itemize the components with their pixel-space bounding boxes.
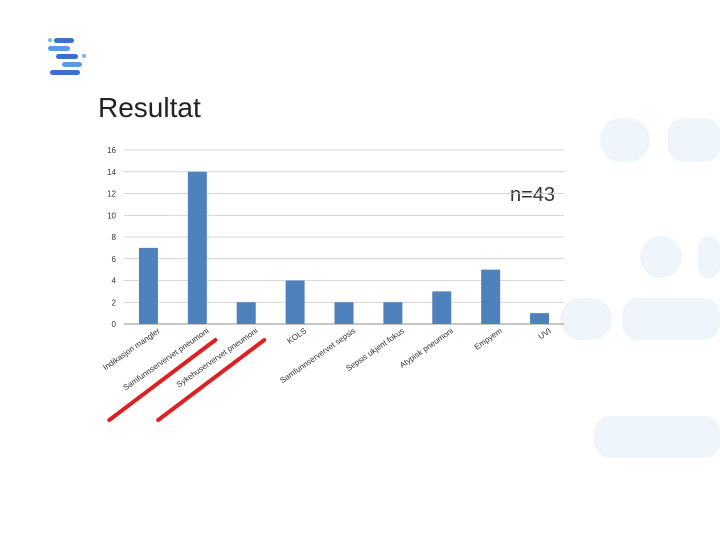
slide-title: Resultat (98, 92, 201, 123)
y-tick-label: 0 (112, 320, 117, 329)
y-axis: 0 2 4 6 8 10 12 14 16 (107, 146, 116, 329)
decor-tile (640, 236, 682, 278)
y-tick-label: 4 (112, 277, 117, 286)
decor-tile (668, 118, 720, 162)
x-tick-label: UVI (537, 326, 553, 341)
x-tick-label: Empyem (473, 326, 504, 352)
decor-tile (622, 298, 720, 340)
bars-s-logo-icon (48, 38, 86, 75)
y-tick-label: 16 (107, 146, 116, 155)
strikethrough-mark (107, 338, 218, 422)
bar-layer (138, 171, 550, 324)
bar (138, 247, 158, 324)
y-tick-label: 10 (107, 211, 116, 220)
x-tick-label: Samfunnservervet pneumoni (122, 326, 211, 392)
y-tick-label: 6 (112, 255, 117, 264)
bar (334, 302, 354, 324)
decor-tile (698, 236, 720, 278)
decor-tile (560, 298, 612, 340)
sample-size-annotation: n=43 (510, 184, 556, 206)
y-tick-label: 2 (112, 298, 117, 307)
decor-tile (600, 118, 650, 162)
strikethrough-layer (107, 338, 267, 422)
bar (285, 280, 305, 324)
x-tick-label: Sykehuservervet pneumoni (175, 326, 260, 389)
y-tick-label: 12 (107, 190, 116, 199)
x-tick-label: KOLS (286, 326, 309, 346)
bar (481, 269, 501, 324)
bar (236, 302, 256, 324)
bar (187, 171, 207, 324)
decor-tile (594, 416, 720, 458)
bar (432, 291, 452, 324)
bar (530, 313, 550, 324)
x-tick-label: Atypisk pneumoni (398, 326, 455, 370)
y-tick-label: 8 (112, 233, 117, 242)
bar (383, 302, 403, 324)
strikethrough-mark (156, 338, 267, 422)
y-tick-label: 14 (107, 168, 116, 177)
